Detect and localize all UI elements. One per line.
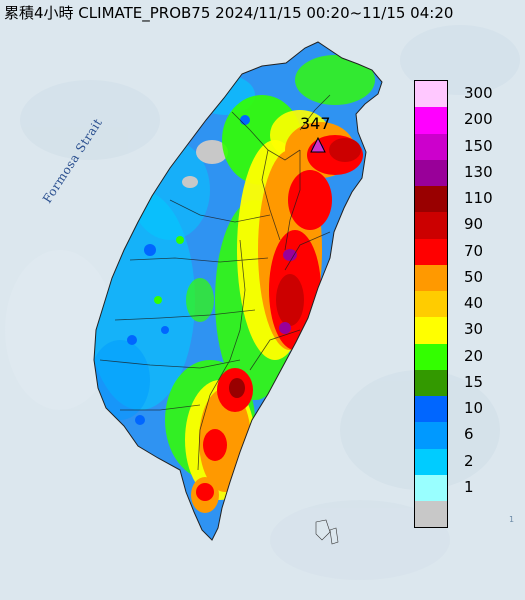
legend-label: 15 xyxy=(464,372,484,391)
legend-swatch xyxy=(415,474,447,501)
legend-colorbar xyxy=(414,80,448,529)
legend-label: 50 xyxy=(464,267,484,286)
legend-label: 110 xyxy=(464,189,493,208)
legend-label: 300 xyxy=(464,84,493,103)
legend-swatch xyxy=(415,107,447,134)
legend-swatch xyxy=(415,212,447,239)
legend-label: 90 xyxy=(464,215,484,234)
legend-swatch xyxy=(415,264,447,291)
offshore-islets xyxy=(315,519,339,545)
max-rainfall-marker-icon xyxy=(310,136,326,153)
legend-label: 150 xyxy=(464,136,493,155)
legend-swatch xyxy=(415,317,447,344)
legend-label: 2 xyxy=(464,451,474,470)
legend-label: 1 xyxy=(464,477,474,496)
map-title: 累積4小時 CLIMATE_PROB75 2024/11/15 00:20~11… xyxy=(4,4,454,22)
legend-label: 70 xyxy=(464,241,484,260)
legend-swatch xyxy=(415,343,447,370)
legend-swatch xyxy=(415,133,447,160)
legend-label: 40 xyxy=(464,294,484,313)
legend-swatch xyxy=(415,81,447,108)
coastline xyxy=(93,41,383,541)
legend-label: 200 xyxy=(464,110,493,129)
legend-swatch xyxy=(415,369,447,396)
legend-label: 6 xyxy=(464,425,474,444)
legend-label: 20 xyxy=(464,346,484,365)
legend-swatch xyxy=(415,448,447,475)
legend-label: 130 xyxy=(464,162,493,181)
corner-label: 1 xyxy=(509,515,515,524)
legend-swatch xyxy=(415,396,447,423)
legend-swatch xyxy=(415,422,447,449)
legend-swatch xyxy=(415,238,447,265)
max-rainfall-value: 347 xyxy=(300,114,331,133)
legend-label: 10 xyxy=(464,399,484,418)
legend-swatch xyxy=(415,501,447,528)
legend-label: 30 xyxy=(464,320,484,339)
county-boundaries xyxy=(99,94,331,471)
legend-swatch xyxy=(415,159,447,186)
legend-swatch xyxy=(415,186,447,213)
legend-swatch xyxy=(415,291,447,318)
